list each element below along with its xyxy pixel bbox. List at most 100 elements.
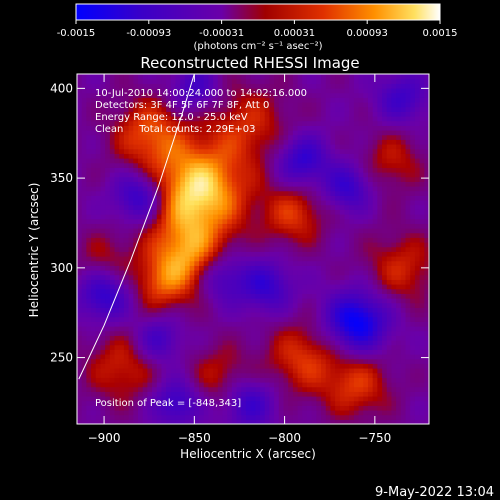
heatmap-cell [306, 312, 313, 318]
heatmap-cell [133, 97, 139, 103]
heatmap-cell [288, 172, 294, 178]
heatmap-cell [86, 414, 92, 420]
heatmap-cell [123, 270, 130, 276]
heatmap-cell [147, 372, 153, 378]
heatmap-cell [199, 125, 205, 131]
heatmap-cell [133, 400, 139, 406]
heatmap-cell [274, 270, 280, 276]
heatmap-cell [306, 284, 313, 290]
heatmap-cell [386, 354, 393, 360]
heatmap-cell [311, 368, 317, 374]
heatmap-cell [250, 396, 256, 402]
heatmap-cell [184, 242, 191, 248]
heatmap-cell [100, 284, 106, 290]
heatmap-cell [335, 172, 341, 178]
heatmap-cell [269, 97, 275, 103]
heatmap-cell [278, 158, 285, 164]
heatmap-cell [86, 106, 92, 112]
heatmap-cell [194, 237, 200, 243]
heatmap-cell [236, 298, 242, 304]
heatmap-cell [138, 125, 144, 131]
heatmap-cell [208, 130, 214, 136]
heatmap-cell [161, 396, 167, 402]
heatmap-cell [283, 139, 289, 145]
heatmap-cell [180, 120, 186, 126]
heatmap-cell [311, 363, 317, 369]
heatmap-cell [180, 83, 186, 89]
heatmap-cell [152, 106, 158, 112]
heatmap-cell [203, 270, 210, 276]
heatmap-cell [213, 78, 219, 84]
heatmap-cell [217, 200, 224, 206]
heatmap-cell [325, 134, 332, 140]
heatmap-cell [213, 111, 219, 117]
heatmap-cell [184, 111, 191, 117]
heatmap-cell [152, 270, 158, 276]
heatmap-cell [133, 391, 139, 397]
heatmap-cell [344, 232, 350, 238]
heatmap-cell [222, 214, 228, 220]
heatmap-cell [241, 391, 247, 397]
heatmap-cell [156, 386, 163, 392]
heatmap-cell [194, 78, 200, 84]
heatmap-cell [321, 246, 327, 252]
heatmap-cell [138, 419, 144, 424]
heatmap-cell [231, 200, 238, 206]
heatmap-cell [203, 340, 210, 346]
heatmap-cell [245, 158, 252, 164]
heatmap-cell [316, 232, 322, 238]
heatmap-cell [114, 344, 120, 350]
heatmap-cell [353, 242, 360, 248]
heatmap-cell [241, 340, 247, 346]
heatmap-cell [184, 256, 191, 262]
heatmap-cell [245, 214, 252, 220]
heatmap-cell [269, 153, 275, 159]
heatmap-cell [217, 78, 224, 84]
heatmap-cell [264, 349, 271, 355]
heatmap-cell [208, 158, 214, 164]
heatmap-cell [95, 377, 102, 383]
heatmap-cell [147, 265, 153, 271]
heatmap-cell [260, 83, 266, 89]
heatmap-cell [386, 368, 393, 374]
heatmap-cell [231, 144, 238, 150]
heatmap-cell [105, 242, 111, 248]
heatmap-cell [175, 349, 181, 355]
heatmap-cell [95, 382, 102, 388]
heatmap-cell [245, 410, 252, 416]
colorbar-tick-label: -0.0015 [57, 28, 96, 39]
heatmap-cell [77, 106, 83, 112]
heatmap-cell [363, 190, 369, 196]
heatmap-cell [269, 78, 275, 84]
heatmap-cell [292, 354, 299, 360]
heatmap-cell [152, 176, 158, 182]
heatmap-cell [236, 256, 242, 262]
heatmap-cell [152, 321, 158, 327]
heatmap-cell [100, 130, 106, 136]
heatmap-cell [123, 288, 130, 294]
heatmap-cell [302, 251, 308, 257]
heatmap-cell [156, 298, 163, 304]
heatmap-cell [222, 307, 228, 313]
heatmap-cell [100, 148, 106, 154]
heatmap-cell [316, 130, 322, 136]
heatmap-cell [325, 223, 332, 229]
heatmap-cell [123, 349, 130, 355]
heatmap-cell [227, 302, 233, 308]
heatmap-cell [152, 419, 158, 424]
heatmap-cell [119, 265, 125, 271]
heatmap-cell [306, 134, 313, 140]
heatmap-cell [269, 144, 275, 150]
heatmap-cell [344, 111, 350, 117]
heatmap-cell [227, 321, 233, 327]
heatmap-cell [227, 218, 233, 224]
heatmap-cell [278, 363, 285, 369]
heatmap-cell [292, 270, 299, 276]
heatmap-cell [241, 386, 247, 392]
heatmap-cell [283, 74, 289, 80]
heatmap-cell [353, 148, 360, 154]
heatmap-cell [245, 209, 252, 215]
heatmap-cell [255, 223, 261, 229]
heatmap-cell [208, 186, 214, 192]
heatmap-cell [274, 228, 280, 234]
